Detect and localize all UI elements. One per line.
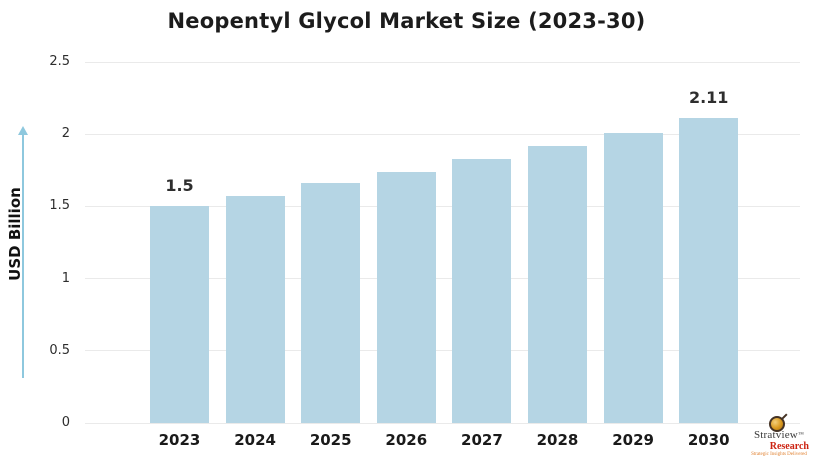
- bar-2023: [150, 206, 209, 423]
- y-tick-label: 2: [61, 126, 70, 142]
- x-tick-label-2026: 2026: [385, 431, 428, 449]
- x-tick-label-2029: 2029: [612, 431, 654, 449]
- y-axis-arrow-line: [22, 135, 24, 378]
- x-tick-label-2028: 2028: [536, 431, 579, 449]
- logo-sub-text: Research: [769, 441, 809, 452]
- y-tick-label: 0: [61, 415, 70, 430]
- bar-value-label-2030: 2.11: [688, 88, 729, 108]
- chart-title: Neopentyl Glycol Market Size (2023-30): [167, 9, 646, 33]
- bar-2028: [528, 145, 587, 423]
- x-tick-label-2030: 2030: [687, 431, 730, 449]
- bar-2026: [376, 171, 436, 423]
- bar-2024: [225, 196, 285, 423]
- x-tick-label-2023: 2023: [158, 431, 201, 449]
- y-tick-label: 2.5: [49, 54, 70, 69]
- x-tick-label-2025: 2025: [309, 431, 352, 449]
- bar-2029: [603, 132, 663, 423]
- bar-2027: [452, 158, 512, 423]
- y-tick-label: 1: [61, 270, 70, 286]
- gridline-y-2.5: [85, 61, 800, 63]
- bar-value-label-2023: 1.5: [165, 176, 194, 196]
- logo-brand-text: Stratview™: [747, 429, 811, 442]
- gridline-y-0: [85, 422, 800, 424]
- y-tick-label: 1.5: [49, 198, 70, 214]
- logo-tagline: Strategic Insights Delivered: [751, 452, 807, 457]
- gridline-y-1: [85, 278, 800, 280]
- logo-trademark: ™: [797, 432, 805, 438]
- gridline-y-0.5: [85, 350, 800, 352]
- bar-2030: [679, 118, 739, 423]
- gridline-y-2: [85, 133, 800, 135]
- y-tick-label: 0.5: [49, 342, 70, 358]
- brand-logo: Stratview™ Research Strategic Insights D…: [747, 413, 811, 460]
- x-tick-label-2027: 2027: [461, 431, 503, 449]
- x-tick-label-2024: 2024: [234, 431, 276, 449]
- y-axis-arrow-head-icon: [18, 126, 28, 135]
- gridline-y-1.5: [85, 205, 800, 207]
- bar-2025: [301, 183, 361, 423]
- logo-brand-name: Stratview: [753, 429, 798, 441]
